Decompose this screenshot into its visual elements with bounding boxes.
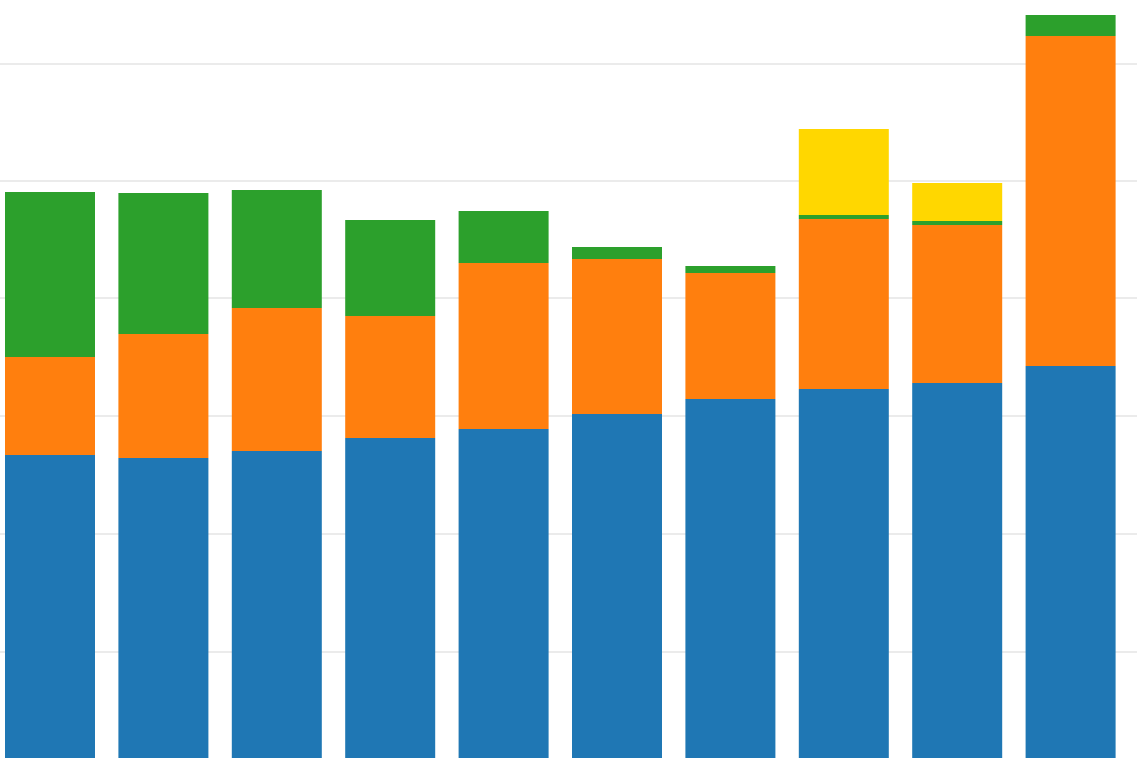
bars bbox=[5, 15, 1116, 758]
bar-segment-9-series-0 bbox=[1025, 366, 1116, 758]
bar-segment-3-series-1 bbox=[345, 316, 436, 438]
bar-segment-4-series-2 bbox=[458, 211, 549, 263]
bar-segment-8-series-2 bbox=[912, 221, 1003, 225]
bar-segment-3-series-2 bbox=[345, 220, 436, 316]
bar-segment-9-series-2 bbox=[1025, 15, 1116, 36]
bar-segment-0-series-0 bbox=[5, 455, 95, 758]
bar-segment-2-series-2 bbox=[231, 190, 322, 308]
bar-segment-2-series-0 bbox=[231, 451, 322, 758]
bar-segment-6-series-0 bbox=[685, 399, 776, 758]
bar-segment-5-series-2 bbox=[572, 247, 662, 259]
bar-segment-1-series-0 bbox=[118, 458, 209, 758]
bar-segment-2-series-1 bbox=[231, 308, 322, 451]
bar-segment-8-series-1 bbox=[912, 225, 1003, 383]
bar-segment-5-series-1 bbox=[572, 259, 662, 414]
bar-segment-0-series-2 bbox=[5, 192, 95, 357]
bar-segment-9-series-1 bbox=[1025, 36, 1116, 366]
bar-segment-7-series-0 bbox=[798, 389, 889, 758]
bar-segment-4-series-1 bbox=[458, 263, 549, 429]
bar-segment-7-series-2 bbox=[798, 215, 889, 219]
bar-segment-7-series-3 bbox=[798, 129, 889, 215]
bar-segment-6-series-2 bbox=[685, 266, 776, 273]
bar-segment-7-series-1 bbox=[798, 219, 889, 389]
bar-segment-1-series-2 bbox=[118, 193, 209, 334]
bar-segment-4-series-0 bbox=[458, 429, 549, 758]
bar-segment-1-series-1 bbox=[118, 334, 209, 458]
bar-segment-0-series-1 bbox=[5, 357, 95, 455]
bar-segment-8-series-3 bbox=[912, 183, 1003, 221]
bar-segment-3-series-0 bbox=[345, 438, 436, 758]
bar-segment-6-series-1 bbox=[685, 273, 776, 399]
bar-segment-8-series-0 bbox=[912, 383, 1003, 758]
bar-segment-5-series-0 bbox=[572, 414, 662, 758]
